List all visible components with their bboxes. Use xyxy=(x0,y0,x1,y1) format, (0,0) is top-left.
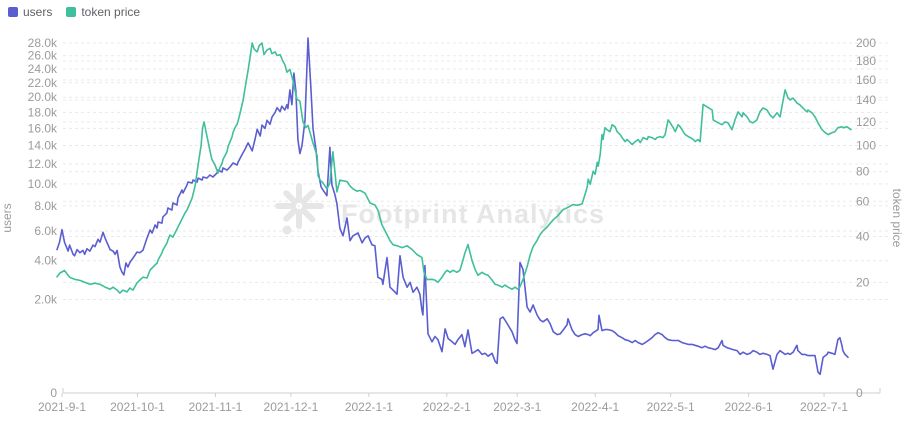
logo-ray xyxy=(300,189,316,205)
right-axis-tick-label: 160 xyxy=(856,73,876,87)
right-axis-tick-label: 140 xyxy=(856,93,876,107)
left-axis-tick-label: 12.0k xyxy=(28,157,58,171)
left-axis-tick-label: 16.0k xyxy=(28,121,58,135)
x-axis xyxy=(61,388,881,397)
left-axis-tick-label: 2.0k xyxy=(34,292,58,306)
legend-item-token-price[interactable]: token price xyxy=(66,6,140,18)
x-tick-label: 2021-10-1 xyxy=(110,400,165,414)
watermark-text: Footprint Analytics xyxy=(341,199,605,229)
left-axis-tick-label: 0 xyxy=(50,386,57,400)
x-tick-label: 2021-9-1 xyxy=(38,400,86,414)
x-tick-label: 2022-1-1 xyxy=(345,400,393,414)
left-axis-tick-label: 22.0k xyxy=(28,76,58,90)
series-lines xyxy=(56,37,852,376)
legend-label-token-price: token price xyxy=(81,5,141,19)
right-axis-tick-label: 180 xyxy=(856,54,876,68)
gridlines xyxy=(63,42,889,300)
x-tick-label: 2022-3-1 xyxy=(493,400,541,414)
logo-ray xyxy=(283,190,298,205)
left-axis-tick-label: 4.0k xyxy=(34,254,58,268)
users-line xyxy=(56,37,849,376)
x-tick-label: 2022-7-1 xyxy=(800,400,848,414)
right-axis-tick-label: 40 xyxy=(856,229,870,243)
chart-legend: users token price xyxy=(8,6,140,18)
x-tick-label: 2022-4-1 xyxy=(571,400,619,414)
token-price-line xyxy=(56,42,852,294)
x-tick-label: 2021-11-1 xyxy=(189,400,243,414)
left-axis-tick-label: 24.0k xyxy=(28,62,58,76)
right-axis-tick-label: 60 xyxy=(856,194,870,208)
left-axis-tick-label: 10.0k xyxy=(28,177,58,191)
x-tick-label: 2021-12-1 xyxy=(264,400,319,414)
left-axis-tick-label: 26.0k xyxy=(28,49,58,63)
right-axis-tick-label: 20 xyxy=(856,275,870,289)
left-axis-tick-label: 28.0k xyxy=(28,36,58,50)
right-axis-tick-label: 100 xyxy=(856,139,876,153)
x-tick-label: 2022-2-1 xyxy=(423,400,471,414)
right-axis-tick-label: 200 xyxy=(856,36,876,50)
users-series-swatch-icon xyxy=(8,7,18,17)
left-axis-title: users xyxy=(0,203,14,232)
logo-ray xyxy=(283,207,298,222)
left-axis-tick-label: 8.0k xyxy=(34,199,58,213)
right-axis-tick-label: 120 xyxy=(856,115,876,129)
left-axis-tick-label: 14.0k xyxy=(28,139,58,153)
x-tick-label: 2022-5-1 xyxy=(647,400,695,414)
right-axis-tick-label: 0 xyxy=(856,386,863,400)
left-axis-tick-label: 6.0k xyxy=(34,224,58,238)
right-axis-title: token price xyxy=(890,189,902,248)
footprint-logo-icon xyxy=(275,183,324,235)
legend-item-users[interactable]: users xyxy=(8,6,52,18)
token-price-series-swatch-icon xyxy=(66,7,77,17)
right-axis-tick-label: 80 xyxy=(856,165,870,179)
logo-dot xyxy=(282,225,292,235)
x-tick-label: 2022-6-1 xyxy=(725,400,773,414)
axis-tick-labels: 2021-9-1 2021-10-1 2021-11-1 2021-12-1 2022-… xyxy=(28,36,877,414)
left-axis-tick-label: 20.0k xyxy=(28,90,58,104)
logo-ray xyxy=(300,207,316,223)
legend-label-users: users xyxy=(23,5,53,19)
left-axis-tick-label: 18.0k xyxy=(28,105,58,119)
